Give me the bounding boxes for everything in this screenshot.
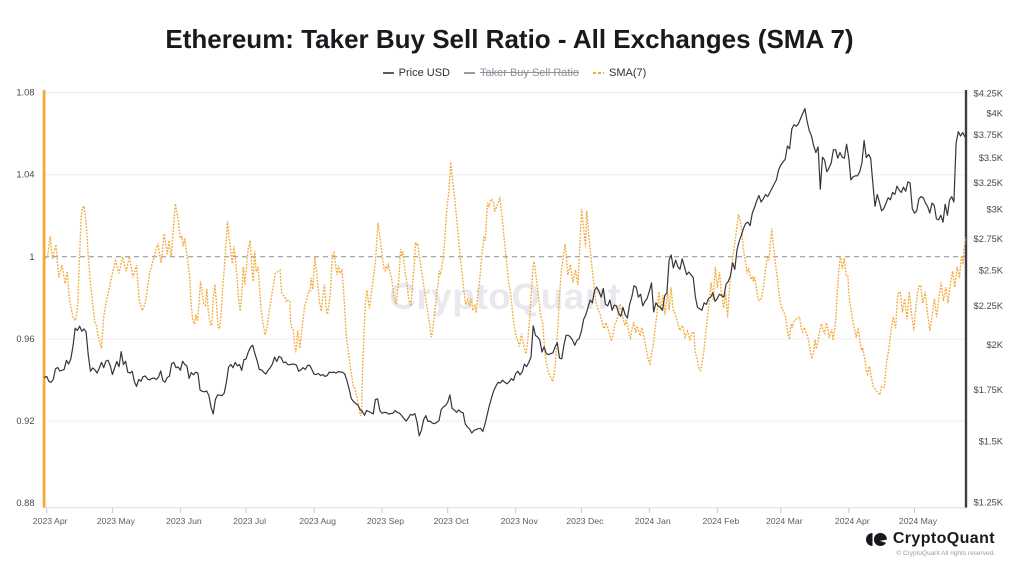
svg-text:2023 Apr: 2023 Apr — [33, 516, 68, 526]
svg-text:2024 Apr: 2024 Apr — [835, 516, 870, 526]
svg-text:$3.75K: $3.75K — [974, 130, 1004, 140]
svg-text:$2.5K: $2.5K — [979, 266, 1004, 276]
svg-text:$2.75K: $2.75K — [974, 234, 1004, 244]
svg-text:2023 Sep: 2023 Sep — [367, 516, 404, 526]
svg-text:$1.75K: $1.75K — [974, 385, 1004, 395]
svg-text:CryptoQuant: CryptoQuant — [389, 276, 621, 317]
svg-text:$1.25K: $1.25K — [974, 497, 1004, 507]
svg-text:2024 Jan: 2024 Jan — [635, 516, 671, 526]
svg-text:$2K: $2K — [986, 340, 1003, 350]
svg-text:2023 May: 2023 May — [97, 516, 136, 526]
svg-text:2024 Feb: 2024 Feb — [702, 516, 739, 526]
svg-text:$3.5K: $3.5K — [979, 153, 1004, 163]
svg-text:0.96: 0.96 — [16, 334, 34, 344]
svg-text:2023 Nov: 2023 Nov — [501, 516, 539, 526]
svg-text:$3K: $3K — [986, 205, 1003, 215]
svg-text:1.04: 1.04 — [16, 170, 34, 180]
svg-text:2024 May: 2024 May — [899, 516, 938, 526]
svg-text:0.88: 0.88 — [16, 498, 34, 508]
svg-text:2023 Aug: 2023 Aug — [299, 516, 336, 526]
svg-text:$4.25K: $4.25K — [974, 88, 1004, 98]
svg-text:2023 Oct: 2023 Oct — [434, 516, 470, 526]
svg-text:1.08: 1.08 — [16, 88, 34, 98]
svg-text:2023 Jun: 2023 Jun — [166, 516, 202, 526]
svg-text:2023 Jul: 2023 Jul — [233, 516, 266, 526]
svg-text:2024 Mar: 2024 Mar — [766, 516, 803, 526]
svg-text:$2.25K: $2.25K — [974, 301, 1004, 311]
svg-text:1: 1 — [29, 252, 34, 262]
svg-text:$3.25K: $3.25K — [974, 178, 1004, 188]
svg-text:0.92: 0.92 — [16, 416, 34, 426]
svg-text:$1.5K: $1.5K — [979, 436, 1004, 446]
svg-text:2023 Dec: 2023 Dec — [566, 516, 604, 526]
svg-text:$4K: $4K — [986, 109, 1003, 119]
